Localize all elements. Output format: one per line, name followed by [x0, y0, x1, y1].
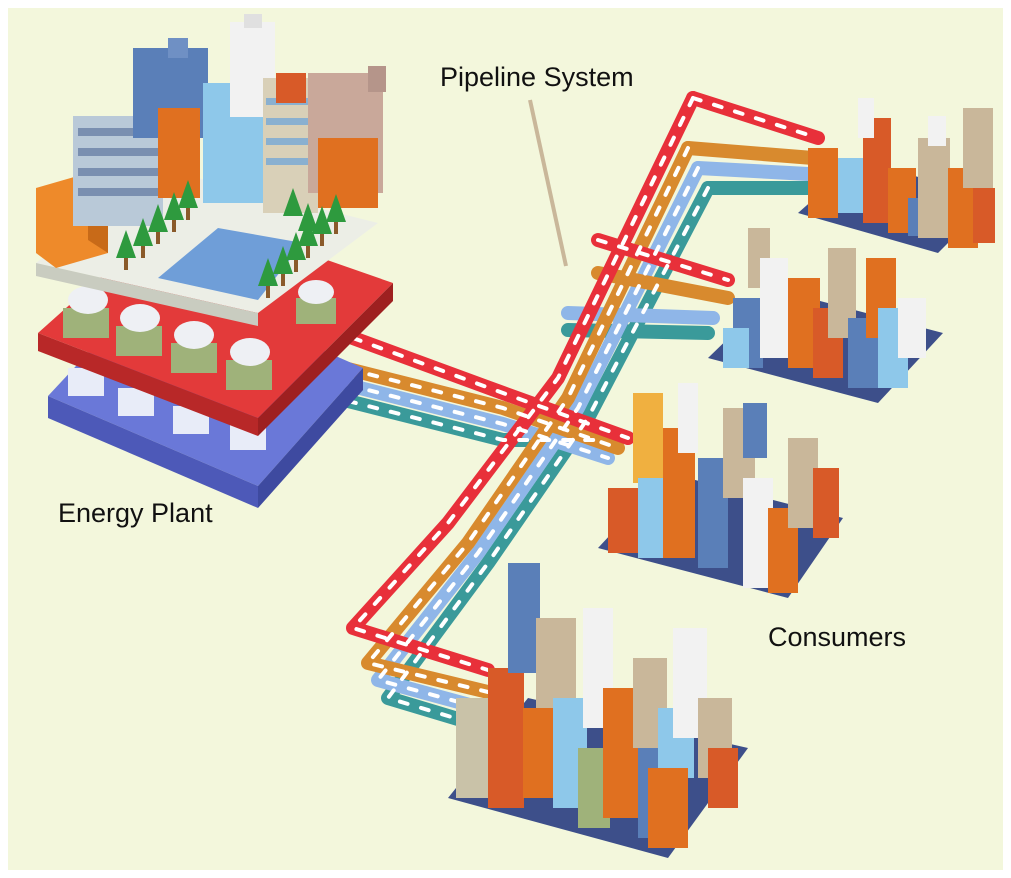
energy-plant	[36, 14, 393, 508]
consumer-district-3	[598, 383, 843, 598]
plant-buildings	[36, 14, 386, 268]
pipeline-system-label: Pipeline System	[440, 62, 634, 92]
plant-upper-units	[63, 280, 336, 390]
diagram-canvas: Pipeline System Energy Plant Consumers	[8, 8, 1003, 870]
consumer-district-4	[448, 563, 748, 858]
energy-plant-label: Energy Plant	[58, 498, 213, 528]
consumers-label: Consumers	[768, 622, 907, 652]
pipe-flow-markers	[346, 96, 820, 730]
district-energy-illustration	[36, 14, 995, 858]
pipeline-label-pointer	[528, 99, 568, 267]
consumer-district-1	[798, 98, 995, 253]
consumer-district-2	[708, 228, 943, 403]
pipeline-network	[341, 91, 825, 735]
plant-trees	[116, 180, 346, 298]
